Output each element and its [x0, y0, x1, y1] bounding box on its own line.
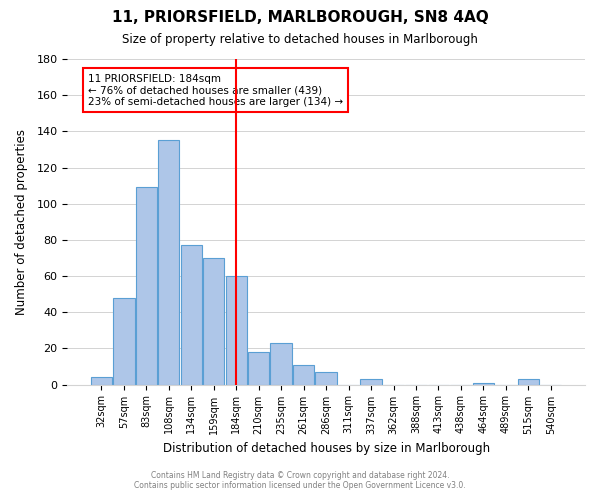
- Bar: [226, 276, 247, 384]
- Text: Size of property relative to detached houses in Marlborough: Size of property relative to detached ho…: [122, 32, 478, 46]
- Bar: [518, 379, 539, 384]
- Bar: [473, 383, 494, 384]
- Y-axis label: Number of detached properties: Number of detached properties: [15, 129, 28, 315]
- Bar: [203, 258, 224, 384]
- Bar: [248, 352, 269, 384]
- Text: 11 PRIORSFIELD: 184sqm
← 76% of detached houses are smaller (439)
23% of semi-de: 11 PRIORSFIELD: 184sqm ← 76% of detached…: [88, 74, 343, 107]
- Bar: [293, 364, 314, 384]
- Bar: [158, 140, 179, 384]
- Bar: [271, 343, 292, 384]
- Bar: [91, 378, 112, 384]
- Text: 11, PRIORSFIELD, MARLBOROUGH, SN8 4AQ: 11, PRIORSFIELD, MARLBOROUGH, SN8 4AQ: [112, 10, 488, 25]
- Bar: [181, 246, 202, 384]
- Text: Contains HM Land Registry data © Crown copyright and database right 2024.
Contai: Contains HM Land Registry data © Crown c…: [134, 470, 466, 490]
- Bar: [316, 372, 337, 384]
- X-axis label: Distribution of detached houses by size in Marlborough: Distribution of detached houses by size …: [163, 442, 490, 455]
- Bar: [361, 379, 382, 384]
- Bar: [136, 188, 157, 384]
- Bar: [113, 298, 134, 384]
